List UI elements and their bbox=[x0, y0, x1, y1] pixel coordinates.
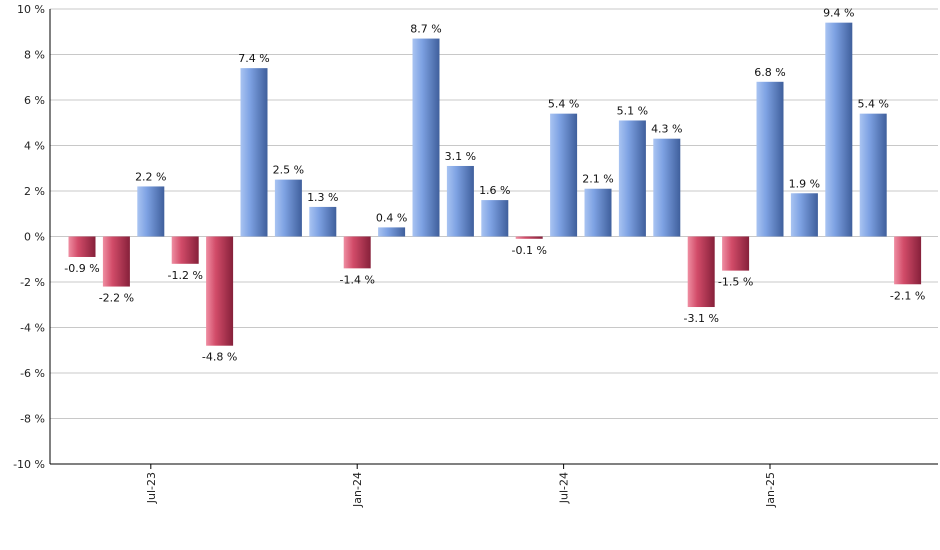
bar bbox=[790, 193, 818, 237]
bar bbox=[274, 179, 302, 237]
data-label: 2.1 % bbox=[582, 173, 613, 186]
bar bbox=[240, 68, 268, 237]
y-tick-label: 2 % bbox=[24, 185, 45, 198]
x-tick-label: Jul-23 bbox=[145, 472, 158, 504]
y-tick-label: 4 % bbox=[24, 140, 45, 153]
data-label: -1.5 % bbox=[718, 276, 753, 289]
data-label: 2.5 % bbox=[273, 164, 304, 177]
data-label: 4.3 % bbox=[651, 123, 682, 136]
data-label: 2.2 % bbox=[135, 170, 166, 183]
y-tick-label: -6 % bbox=[20, 367, 45, 380]
data-label: 7.4 % bbox=[238, 52, 269, 65]
data-label: 9.4 % bbox=[823, 7, 854, 20]
data-label: -2.2 % bbox=[99, 292, 134, 305]
bar bbox=[137, 186, 165, 237]
bars bbox=[68, 22, 922, 346]
bar bbox=[550, 113, 578, 237]
data-label: 1.9 % bbox=[789, 177, 820, 190]
data-label: -0.9 % bbox=[64, 262, 99, 275]
data-label: -3.1 % bbox=[683, 312, 718, 325]
y-tick-label: 8 % bbox=[24, 49, 45, 62]
bar bbox=[102, 236, 130, 287]
bar bbox=[687, 236, 715, 308]
data-label: 1.3 % bbox=[307, 191, 338, 204]
bar bbox=[894, 236, 922, 285]
bar bbox=[68, 236, 96, 257]
y-tick-label: -4 % bbox=[20, 322, 45, 335]
x-tick-label: Jul-24 bbox=[558, 472, 571, 504]
bar bbox=[515, 236, 543, 239]
y-tick-label: 0 % bbox=[24, 231, 45, 244]
data-label: -1.2 % bbox=[167, 269, 202, 282]
data-label: 3.1 % bbox=[445, 150, 476, 163]
y-tick-label: -10 % bbox=[13, 458, 45, 471]
data-label: 5.4 % bbox=[857, 98, 888, 111]
x-tick-label: Jan-25 bbox=[764, 472, 777, 508]
bar bbox=[618, 120, 646, 237]
bar bbox=[584, 188, 612, 237]
bar bbox=[481, 200, 509, 237]
data-label: -2.1 % bbox=[890, 289, 925, 302]
axes bbox=[49, 9, 938, 465]
bar bbox=[378, 227, 406, 237]
bar bbox=[653, 138, 681, 237]
data-label: 0.4 % bbox=[376, 211, 407, 224]
data-label: -4.8 % bbox=[202, 351, 237, 364]
y-tick-label: 10 % bbox=[17, 3, 45, 16]
x-tick-label: Jan-24 bbox=[351, 472, 364, 508]
bar bbox=[343, 236, 371, 269]
data-label: 5.4 % bbox=[548, 98, 579, 111]
y-tick-label: -2 % bbox=[20, 276, 45, 289]
data-label: 6.8 % bbox=[754, 66, 785, 79]
bar bbox=[756, 81, 784, 237]
data-label: -1.4 % bbox=[339, 273, 374, 286]
bar bbox=[171, 236, 199, 264]
bar bbox=[412, 38, 440, 237]
data-label: 5.1 % bbox=[617, 104, 648, 117]
data-label: 1.6 % bbox=[479, 184, 510, 197]
bar bbox=[859, 113, 887, 237]
data-label: 8.7 % bbox=[410, 23, 441, 36]
y-tick-label: -8 % bbox=[20, 413, 45, 426]
data-label: -0.1 % bbox=[511, 244, 546, 257]
x-axis-tick-labels: Jul-23 Jan-24 Jul-24 Jan-25 bbox=[145, 464, 777, 508]
y-tick-label: 6 % bbox=[24, 94, 45, 107]
y-axis-tick-labels: 10 % 8 % 6 % 4 % 2 % 0 % -2 % -4 % -6 % -8 % -10 % bbox=[13, 3, 45, 471]
data-labels: -0.9 % -2.2 % 2.2 % -1.2 % -4.8 % 7.4 % 2.5 % 1… bbox=[64, 7, 925, 364]
bar bbox=[825, 22, 853, 237]
bar bbox=[206, 236, 234, 346]
bar bbox=[446, 165, 474, 237]
bar bbox=[722, 236, 750, 271]
bar bbox=[309, 206, 337, 237]
